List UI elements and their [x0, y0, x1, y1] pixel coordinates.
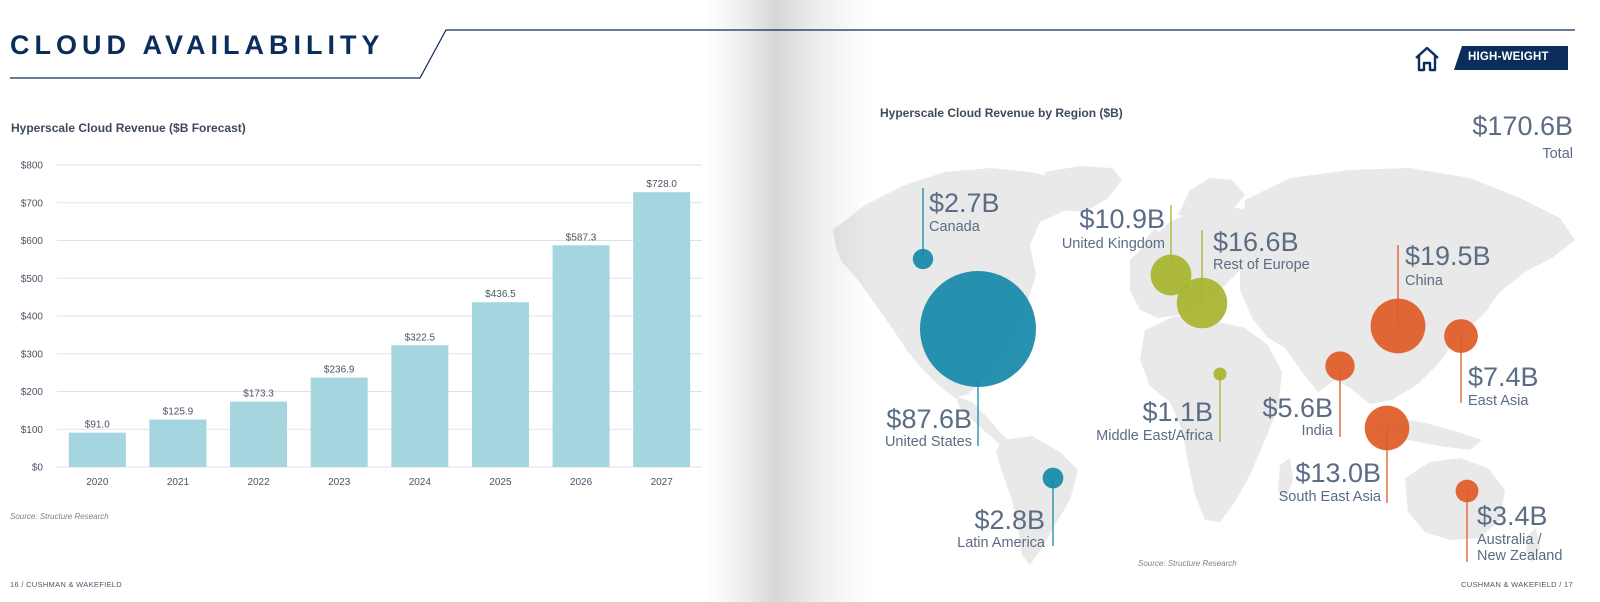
bar [149, 419, 207, 467]
x-tick-label: 2026 [570, 477, 593, 488]
bar-value-label: $587.3 [566, 232, 597, 243]
bar-value-label: $236.9 [324, 365, 355, 376]
y-tick-label: $800 [21, 161, 44, 172]
region-name-middle-east-africa: Middle East/Africa [1096, 428, 1214, 444]
total-label: Total [1542, 146, 1573, 162]
total-value: $170.6B [1472, 111, 1573, 141]
region-value-canada: $2.7B [929, 188, 1000, 218]
region-value-united-states: $87.6B [886, 404, 972, 434]
x-tick-label: 2025 [489, 477, 512, 488]
bar-chart-title: Hyperscale Cloud Revenue ($B Forecast) [11, 121, 246, 135]
bar-value-label: $173.3 [243, 389, 274, 400]
bar [310, 377, 368, 467]
bubble-india [1325, 351, 1355, 381]
region-value-middle-east-africa: $1.1B [1142, 397, 1213, 427]
region-name-australia-new-zealand: Australia / [1477, 532, 1542, 548]
bubble-middle-east-africa [1213, 367, 1227, 381]
bar-value-label: $91.0 [85, 420, 110, 431]
x-tick-label: 2020 [86, 477, 109, 488]
x-tick-label: 2023 [328, 477, 351, 488]
footer-left: 16 / CUSHMAN & WAKEFIELD [10, 580, 122, 589]
y-tick-label: $200 [21, 387, 44, 398]
bubble-australia-new-zealand [1455, 479, 1479, 503]
bubble-rest-of-europe [1176, 277, 1228, 329]
region-value-south-east-asia: $13.0B [1295, 458, 1381, 488]
region-name-south-east-asia: South East Asia [1279, 489, 1382, 505]
region-name-china: China [1405, 273, 1444, 289]
region-name-latin-america: Latin America [957, 535, 1046, 551]
bar [230, 401, 288, 467]
region-value-latin-america: $2.8B [974, 505, 1045, 535]
region-name-united-kingdom: United Kingdom [1062, 236, 1165, 252]
bubble-canada [912, 248, 934, 270]
x-tick-label: 2027 [651, 477, 674, 488]
bar-chart-source: Source: Structure Research [10, 512, 109, 521]
y-tick-label: $500 [21, 274, 44, 285]
region-name-canada: Canada [929, 219, 981, 235]
bar [68, 432, 126, 467]
region-value-china: $19.5B [1405, 241, 1491, 271]
y-tick-label: $700 [21, 198, 44, 209]
region-name-australia-new-zealand: New Zealand [1477, 548, 1562, 564]
bar-chart: $0 $100 $200 $300 $400 $500 $600 $700 $800 $91.0 2… [21, 161, 702, 488]
page-title: CLOUD AVAILABILITY [10, 30, 385, 60]
region-value-east-asia: $7.4B [1468, 362, 1539, 392]
title-rule [10, 29, 1575, 79]
y-tick-label: $300 [21, 349, 44, 360]
bubble-united-kingdom [1150, 254, 1192, 296]
bar-value-label: $728.0 [646, 179, 677, 190]
region-value-united-kingdom: $10.9B [1079, 204, 1165, 234]
region-name-east-asia: East Asia [1468, 393, 1529, 409]
bar-value-label: $436.5 [485, 289, 516, 300]
y-tick-label: $100 [21, 425, 44, 436]
bubble-south-east-asia [1364, 405, 1410, 451]
y-tick-label: $0 [32, 463, 44, 474]
region-name-united-states: United States [885, 434, 972, 450]
bar-value-label: $322.5 [405, 332, 436, 343]
region-value-australia-new-zealand: $3.4B [1477, 501, 1548, 531]
x-tick-label: 2024 [409, 477, 432, 488]
bubble-china [1370, 298, 1426, 354]
bar [391, 345, 449, 467]
home-icon[interactable] [1413, 45, 1441, 73]
map-source: Source: Structure Research [1138, 559, 1237, 568]
map-title: Hyperscale Cloud Revenue by Region ($B) [880, 106, 1123, 120]
x-tick-label: 2021 [167, 477, 190, 488]
bar [471, 302, 529, 467]
bubble-united-states [920, 271, 1036, 387]
bar [633, 192, 691, 467]
region-value-rest-of-europe: $16.6B [1213, 227, 1299, 257]
bar-value-label: $125.9 [163, 406, 194, 417]
bubble-east-asia [1444, 319, 1478, 353]
footer-right: CUSHMAN & WAKEFIELD / 17 [1461, 580, 1573, 589]
region-name-india: India [1302, 423, 1334, 439]
bubble-latin-america [1042, 467, 1064, 489]
high-weight-badge[interactable] [1454, 46, 1568, 70]
y-tick-label: $600 [21, 236, 44, 247]
region-name-rest-of-europe: Rest of Europe [1213, 257, 1310, 273]
region-value-india: $5.6B [1262, 393, 1333, 423]
bar [552, 245, 610, 467]
y-tick-label: $400 [21, 312, 44, 323]
high-weight-label: HIGH-WEIGHT [1468, 51, 1549, 63]
x-tick-label: 2022 [247, 477, 270, 488]
